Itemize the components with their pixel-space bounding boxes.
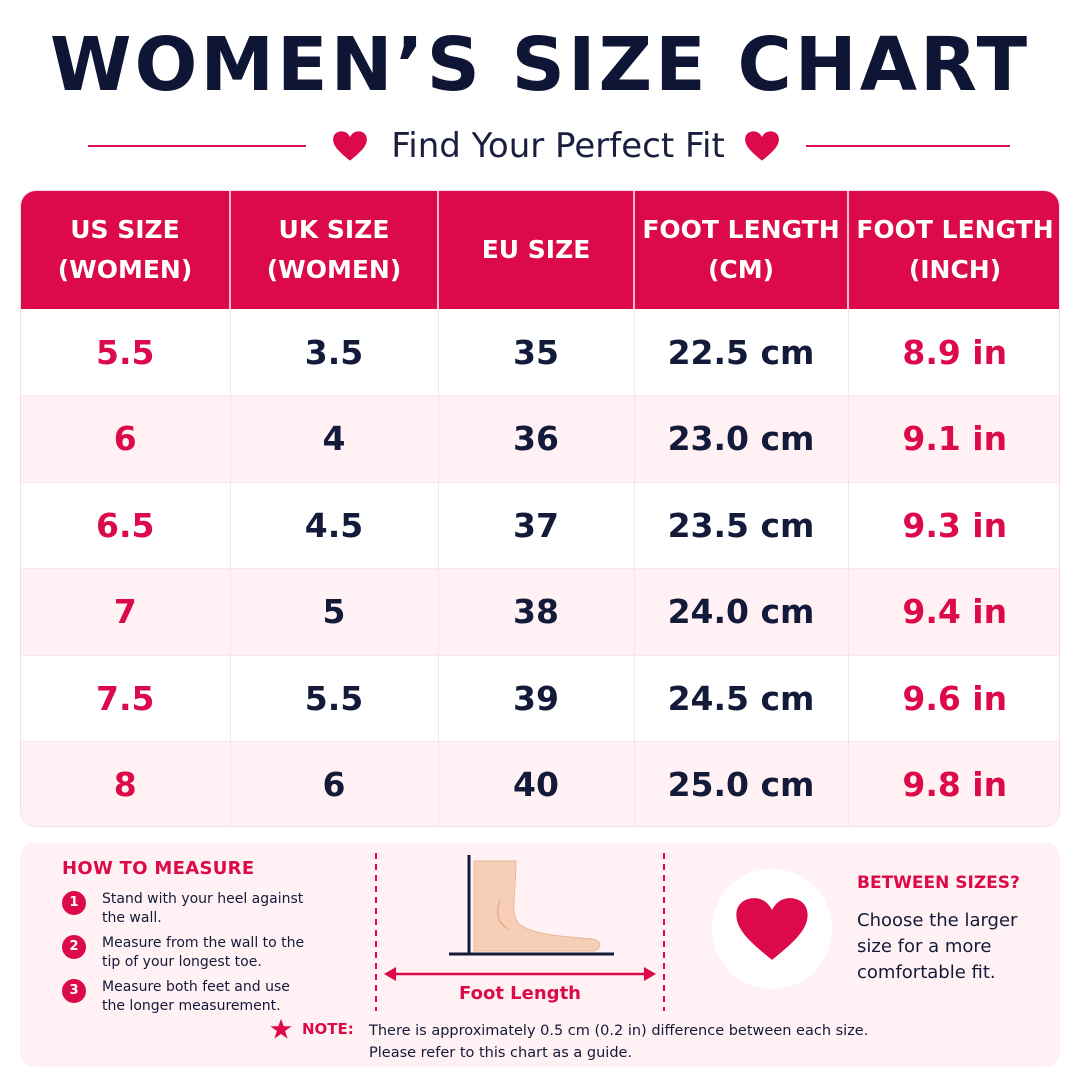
column-header-foot-length-cm: FOOT LENGTH (CM) [634,191,849,309]
step-text: Stand with your heel against the wall. [102,891,304,926]
us-size-cell: 8 [21,741,231,826]
foot-length-inch-cell: 9.8 in [848,741,1059,826]
table-row: 6 4 36 23.0 cm 9.1 in [21,395,1059,483]
us-size-cell: 6 [21,395,231,483]
page-subtitle: Find Your Perfect Fit [391,126,725,166]
step-text: Measure from the wall to the tip of your… [102,935,305,970]
step-number-badge: 3 [62,979,86,1003]
foot-length-cm-cell: 22.5 cm [634,309,849,396]
table-row: 8 6 40 25.0 cm 9.8 in [21,741,1059,826]
foot-length-inch-cell: 9.6 in [848,655,1059,742]
table-row: 7 5 38 24.0 cm 9.4 in [21,568,1059,656]
heart-icon [745,131,779,161]
uk-size-cell: 5.5 [230,655,439,742]
eu-size-cell: 36 [438,395,635,483]
us-size-cell: 5.5 [21,309,231,396]
uk-size-cell: 6 [230,741,439,826]
foot-length-inch-cell: 9.3 in [848,482,1059,569]
table-row: 5.5 3.5 35 22.5 cm 8.9 in [21,309,1059,396]
heart-icon [333,131,367,161]
table-row: 6.5 4.5 37 23.5 cm 9.3 in [21,482,1059,569]
step-number-badge: 2 [62,935,86,959]
eu-size-cell: 38 [438,568,635,656]
foot-length-cm-cell: 24.0 cm [634,568,849,656]
eu-size-cell: 40 [438,741,635,826]
us-size-cell: 7 [21,568,231,656]
page-title: WOMEN’S SIZE CHART [49,22,1031,108]
us-size-cell: 7.5 [21,655,231,742]
foot-length-inch-cell: 9.1 in [848,395,1059,483]
note-label: NOTE: [302,1020,354,1038]
us-size-cell: 6.5 [21,482,231,569]
divider-line [88,145,306,147]
heart-badge [712,869,832,989]
uk-size-cell: 4.5 [230,482,439,569]
star-icon [270,1018,292,1039]
step-number-badge: 1 [62,891,86,915]
heart-icon [736,898,808,960]
eu-size-cell: 37 [438,482,635,569]
note-text: There is approximately 0.5 cm (0.2 in) d… [369,1023,869,1061]
column-header-uk-size: UK SIZE (WOMEN) [230,191,439,309]
step-text: Measure both feet and use the longer mea… [102,979,290,1014]
between-sizes-heading: BETWEEN SIZES? [857,873,1020,893]
uk-size-cell: 3.5 [230,309,439,396]
foot-illustration [375,853,665,1011]
foot-length-cm-cell: 23.0 cm [634,395,849,483]
foot-length-label: Foot Length [459,983,581,1004]
divider-line [806,145,1010,147]
foot-length-cm-cell: 25.0 cm [634,741,849,826]
how-to-measure-heading: HOW TO MEASURE [62,858,255,879]
foot-length-cm-cell: 24.5 cm [634,655,849,742]
table-row: 7.5 5.5 39 24.5 cm 9.6 in [21,655,1059,742]
column-header-eu-size: EU SIZE [438,191,635,309]
eu-size-cell: 35 [438,309,635,396]
column-header-us-size: US SIZE (WOMEN) [21,191,231,309]
info-panel: HOW TO MEASURE 1 Stand with your heel ag… [20,843,1060,1067]
size-table: US SIZE (WOMEN) UK SIZE (WOMEN) EU SIZE … [20,190,1060,827]
foot-length-inch-cell: 9.4 in [848,568,1059,656]
between-sizes-text: Choose the larger size for a more comfor… [857,910,1018,983]
uk-size-cell: 4 [230,395,439,483]
foot-length-cm-cell: 23.5 cm [634,482,849,569]
table-header-row: US SIZE (WOMEN) UK SIZE (WOMEN) EU SIZE … [21,191,1059,309]
foot-measure-diagram: Foot Length [370,851,670,1021]
eu-size-cell: 39 [438,655,635,742]
uk-size-cell: 5 [230,568,439,656]
foot-length-inch-cell: 8.9 in [848,309,1059,396]
column-header-foot-length-inch: FOOT LENGTH (INCH) [848,191,1059,309]
subtitle-row: Find Your Perfect Fit [0,122,1080,172]
